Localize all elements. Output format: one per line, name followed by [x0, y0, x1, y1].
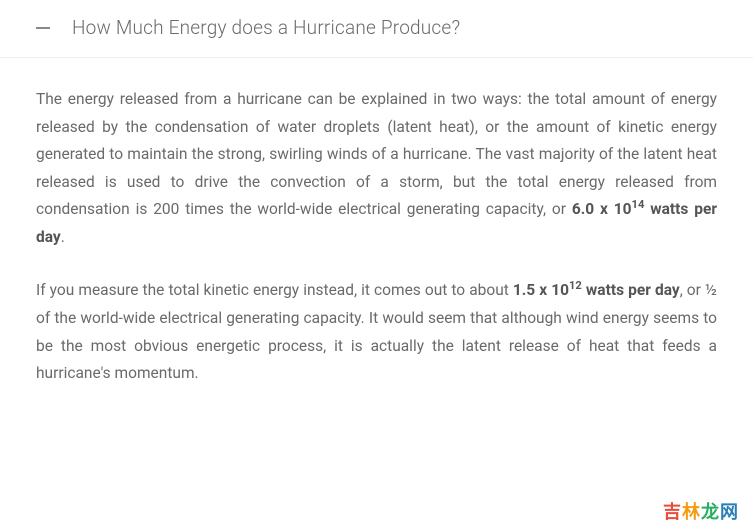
- watermark-char-3: 龙: [701, 502, 720, 522]
- minus-icon: [36, 27, 50, 29]
- watermark-char-1: 吉: [663, 502, 682, 522]
- accordion-title: How Much Energy does a Hurricane Produce…: [72, 16, 460, 39]
- p2-bold-lead: 1.5 x 10: [513, 281, 569, 299]
- paragraph-1: The energy released from a hurricane can…: [36, 86, 717, 251]
- p1-suffix: .: [61, 228, 65, 246]
- watermark-char-2: 林: [682, 502, 701, 522]
- p2-bold-tail: watts per day: [582, 281, 680, 299]
- paragraph-2: If you measure the total kinetic energy …: [36, 277, 717, 387]
- p2-bold: 1.5 x 1012 watts per day: [513, 281, 680, 299]
- p1-bold-lead: 6.0 x 10: [572, 200, 632, 218]
- accordion-content: The energy released from a hurricane can…: [0, 58, 753, 388]
- accordion-header[interactable]: How Much Energy does a Hurricane Produce…: [0, 0, 753, 58]
- watermark: 吉林龙网: [663, 498, 739, 524]
- p2-text: If you measure the total kinetic energy …: [36, 281, 513, 299]
- page-container: How Much Energy does a Hurricane Produce…: [0, 0, 753, 388]
- watermark-char-4: 网: [720, 502, 739, 522]
- p2-exponent: 12: [569, 279, 582, 292]
- p1-exponent: 14: [632, 198, 645, 211]
